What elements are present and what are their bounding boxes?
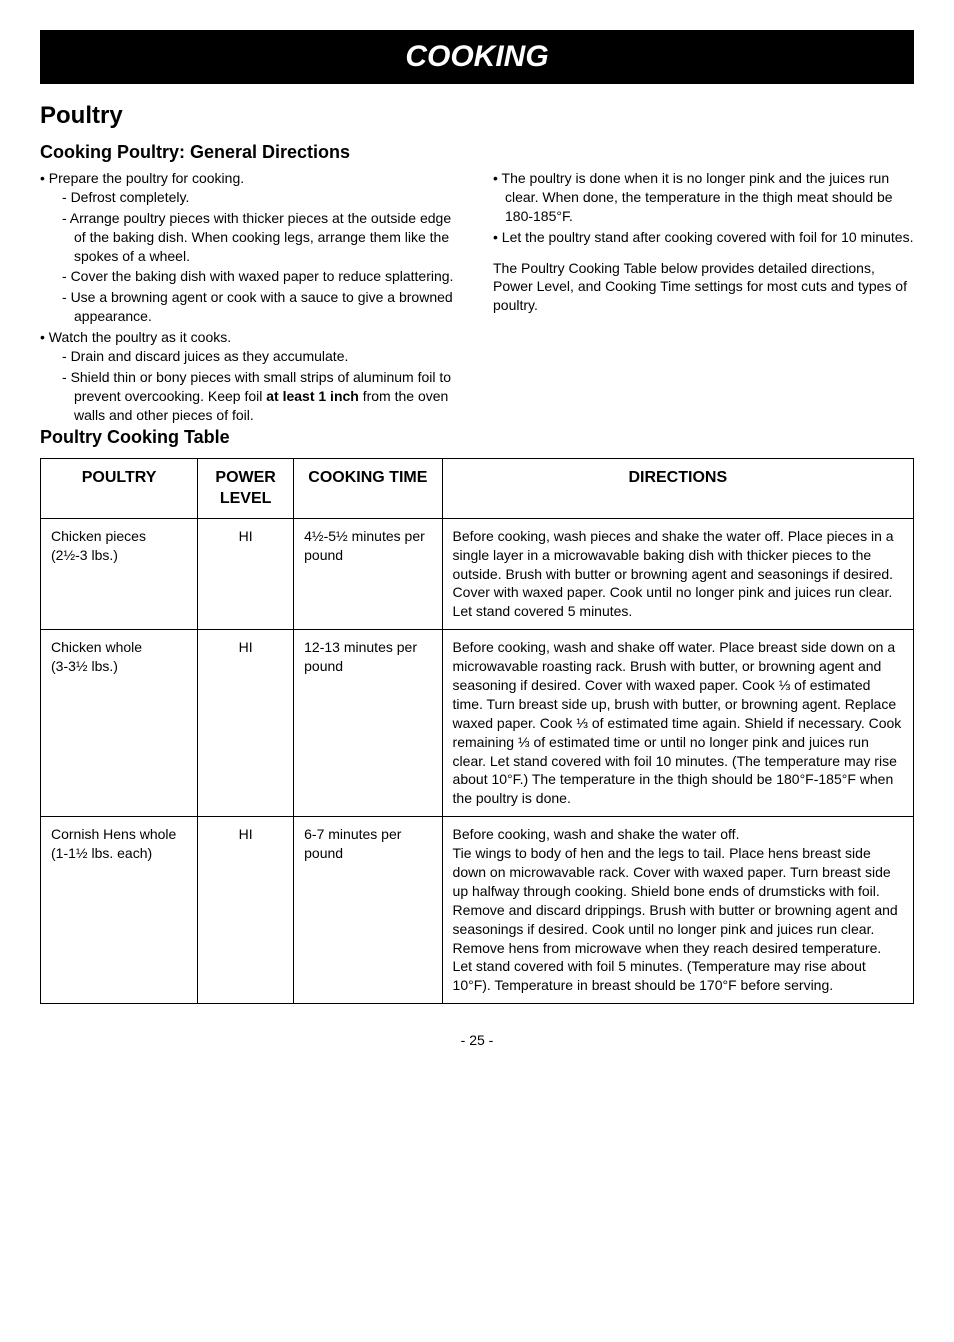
table-header-cell: POULTRY [41, 458, 198, 518]
table-heading: Poultry Cooking Table [40, 427, 914, 448]
table-header-cell: COOKING TIME [294, 458, 442, 518]
section-title: Poultry [40, 102, 914, 130]
bullet-item: Prepare the poultry for cooking.Defrost … [40, 169, 461, 326]
table-row: Cornish Hens whole(1-1½ lbs. each)HI6-7 … [41, 817, 914, 1004]
dash-item: Drain and discard juices as they accumul… [62, 347, 461, 366]
directions-cell: Before cooking, wash and shake the water… [442, 817, 913, 1004]
cooking-time-cell: 4½-5½ minutes per pound [294, 518, 442, 629]
directions-cell: Before cooking, wash and shake off water… [442, 630, 913, 817]
directions-cell: Before cooking, wash pieces and shake th… [442, 518, 913, 629]
dash-item: Arrange poultry pieces with thicker piec… [62, 209, 461, 266]
power-level-cell: HI [198, 817, 294, 1004]
dash-item: Shield thin or bony pieces with small st… [62, 368, 461, 425]
poultry-cell: Cornish Hens whole(1-1½ lbs. each) [41, 817, 198, 1004]
right-bullet-list: The poultry is done when it is no longer… [493, 169, 914, 247]
poultry-cell: Chicken whole(3-3½ lbs.) [41, 630, 198, 817]
table-body: Chicken pieces(2½-3 lbs.)HI4½-5½ minutes… [41, 518, 914, 1003]
cooking-time-cell: 6-7 minutes per pound [294, 817, 442, 1004]
dash-item: Defrost completely. [62, 188, 461, 207]
table-row: Chicken whole(3-3½ lbs.)HI12-13 minutes … [41, 630, 914, 817]
title-bar: COOKING [40, 30, 914, 84]
dash-item: Cover the baking dish with waxed paper t… [62, 267, 461, 286]
bullet-item: Watch the poultry as it cooks.Drain and … [40, 328, 461, 424]
two-column-layout: Prepare the poultry for cooking.Defrost … [40, 169, 914, 427]
dash-sublist: Defrost completely. Arrange poultry piece… [52, 188, 461, 326]
bullet-item: Let the poultry stand after cooking cove… [493, 228, 914, 247]
table-row: Chicken pieces(2½-3 lbs.)HI4½-5½ minutes… [41, 518, 914, 629]
right-column: The poultry is done when it is no longer… [493, 169, 914, 427]
table-header-row: POULTRYPOWER LEVELCOOKING TIMEDIRECTIONS [41, 458, 914, 518]
cooking-time-cell: 12-13 minutes per pound [294, 630, 442, 817]
dash-sublist: Drain and discard juices as they accumul… [52, 347, 461, 425]
table-header-cell: POWER LEVEL [198, 458, 294, 518]
page-number: - 25 - [40, 1032, 914, 1048]
bullet-item: The poultry is done when it is no longer… [493, 169, 914, 226]
poultry-cooking-table: POULTRYPOWER LEVELCOOKING TIMEDIRECTIONS… [40, 458, 914, 1005]
dash-item: Use a browning agent or cook with a sauc… [62, 288, 461, 326]
poultry-cell: Chicken pieces(2½-3 lbs.) [41, 518, 198, 629]
left-bullet-list: Prepare the poultry for cooking.Defrost … [40, 169, 461, 425]
right-paragraph: The Poultry Cooking Table below provides… [493, 259, 914, 316]
power-level-cell: HI [198, 518, 294, 629]
power-level-cell: HI [198, 630, 294, 817]
general-directions-heading: Cooking Poultry: General Directions [40, 142, 914, 163]
table-header-cell: DIRECTIONS [442, 458, 913, 518]
left-column: Prepare the poultry for cooking.Defrost … [40, 169, 461, 427]
